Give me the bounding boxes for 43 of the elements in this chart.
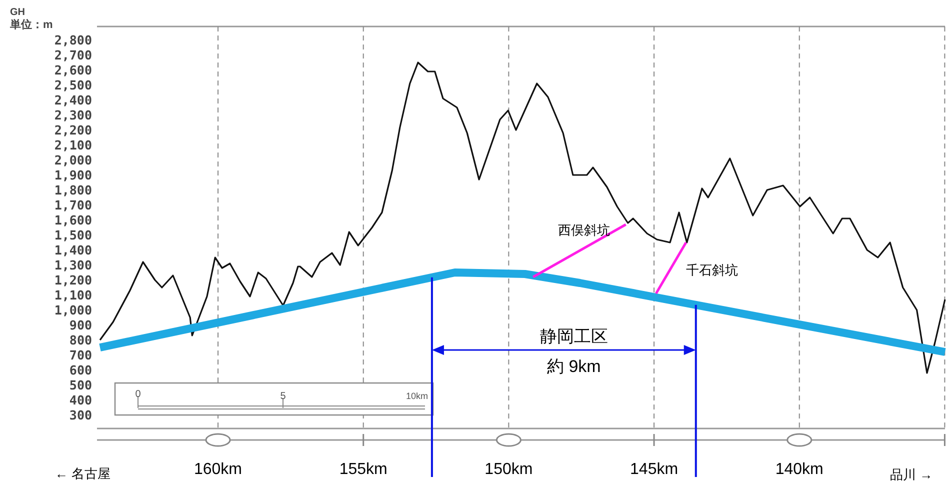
y-tick-label: 2,600 <box>54 62 92 78</box>
series-label: 西俣斜坑 <box>558 222 610 238</box>
series-label: 千石斜坑 <box>686 262 738 278</box>
y-tick-label: 2,800 <box>54 32 92 48</box>
y-tick-label: 400 <box>69 392 92 408</box>
y-tick-label: 1,900 <box>54 168 92 182</box>
y-tick-label: 800 <box>69 332 92 348</box>
x-tick-label: 140km <box>775 461 824 478</box>
y-tick-label: 500 <box>69 378 92 392</box>
y-tick-label: 1,400 <box>54 242 92 258</box>
annotation: 10km <box>406 391 428 401</box>
y-tick-label: 300 <box>69 408 92 422</box>
y-tick-label: 2,400 <box>54 92 92 108</box>
annotation: 5 <box>280 391 286 402</box>
text: GH <box>10 7 25 18</box>
annotation: 約 9km <box>547 357 601 376</box>
x-tick-label: 145km <box>630 461 678 478</box>
y-axis-title: 単位：m <box>9 18 53 31</box>
y-tick-label: 1,300 <box>54 258 92 272</box>
y-tick-label: 1,100 <box>54 288 92 302</box>
y-tick-label: 2,000 <box>54 152 92 168</box>
y-tick-label: 1,800 <box>54 182 92 198</box>
y-tick-label: 1,500 <box>54 228 92 242</box>
y-tick-label: 1,000 <box>54 302 92 318</box>
annotation: 0 <box>135 389 142 400</box>
x-tick-label: 155km <box>339 461 388 478</box>
annotation: 静岡工区 <box>540 327 608 346</box>
y-tick-label: 1,700 <box>54 198 92 212</box>
y-tick-label: 1,200 <box>54 272 92 288</box>
y-tick-label: 2,100 <box>54 138 92 152</box>
line-series <box>99 62 946 374</box>
y-tick-label: 2,200 <box>54 122 92 138</box>
x-tick-label: 160km <box>194 461 242 478</box>
y-tick-label: 2,500 <box>54 78 92 92</box>
text: ← 名古屋 <box>55 466 111 481</box>
text: 品川 → <box>890 467 933 482</box>
y-tick-label: 2,300 <box>54 108 92 122</box>
y-tick-label: 700 <box>69 348 92 362</box>
x-tick-label: 150km <box>484 461 533 478</box>
y-tick-label: 2,700 <box>54 48 92 62</box>
y-tick-label: 900 <box>69 318 92 332</box>
y-tick-label: 1,600 <box>54 212 92 228</box>
y-tick-label: 600 <box>69 362 92 378</box>
